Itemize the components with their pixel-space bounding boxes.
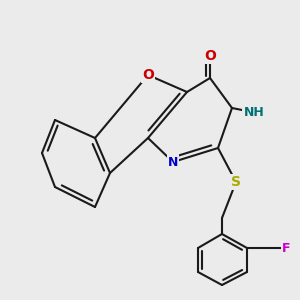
Text: S: S [231, 175, 241, 189]
Text: NH: NH [244, 106, 264, 118]
Text: F: F [282, 242, 290, 254]
Text: N: N [168, 155, 178, 169]
Text: O: O [204, 49, 216, 63]
Text: O: O [142, 68, 154, 82]
